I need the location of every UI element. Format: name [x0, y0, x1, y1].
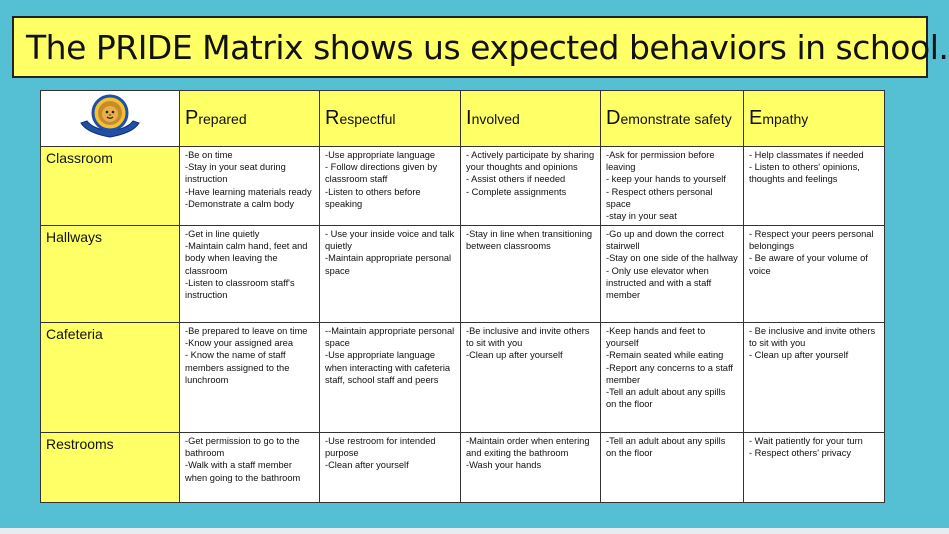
- matrix-cell: -Stay in line when transitioning between…: [460, 225, 601, 323]
- row-label-cafeteria: Cafeteria: [40, 322, 180, 433]
- matrix-cell: -Keep hands and feet to yourself -Remain …: [600, 322, 744, 433]
- matrix-cell: - Help classmates if needed - Listen to o…: [743, 146, 885, 226]
- matrix-cell: -Be prepared to leave on time -Know your …: [179, 322, 320, 433]
- logo-cell: [40, 90, 180, 147]
- matrix-cell: --Maintain appropriate personal space -Us…: [319, 322, 461, 433]
- matrix-cell: -Be on time -Stay in your seat during ins…: [179, 146, 320, 226]
- table-row: Classroom -Be on time -Stay in your seat …: [40, 146, 885, 226]
- pride-matrix-table: Prepared Respectful Involved Demonstrate…: [40, 90, 885, 503]
- column-header-involved: Involved: [460, 90, 601, 147]
- matrix-cell: - Respect your peers personal belongings…: [743, 225, 885, 323]
- matrix-cell: -Tell an adult about any spills on the f…: [600, 432, 744, 503]
- matrix-cell: -Get in line quietly -Maintain calm hand,…: [179, 225, 320, 323]
- column-header-empathy: Empathy: [743, 90, 885, 147]
- row-label-hallways: Hallways: [40, 225, 180, 323]
- column-header-prepared: Prepared: [179, 90, 320, 147]
- matrix-cell: -Go up and down the correct stairwell -St…: [600, 225, 744, 323]
- matrix-cell: - Use your inside voice and talk quietly…: [319, 225, 461, 323]
- matrix-cell: -Use appropriate language - Follow direct…: [319, 146, 461, 226]
- column-header-respectful: Respectful: [319, 90, 461, 147]
- matrix-cell: -Get permission to go to the bathroom -Wa…: [179, 432, 320, 503]
- matrix-cell: - Wait patiently for your turn - Respect …: [743, 432, 885, 503]
- page-title: The PRIDE Matrix shows us expected behav…: [26, 27, 949, 67]
- matrix-cell: -Use restroom for intended purpose -Clean…: [319, 432, 461, 503]
- table-row: Hallways -Get in line quietly -Maintain c…: [40, 225, 885, 323]
- matrix-cell: -Be inclusive and invite others to sit w…: [460, 322, 601, 433]
- bottom-strip: [0, 528, 949, 534]
- matrix-cell: -Ask for permission before leaving - keep…: [600, 146, 744, 226]
- table-row: Restrooms -Get permission to go to the b…: [40, 432, 885, 503]
- matrix-cell: - Actively participate by sharing your t…: [460, 146, 601, 226]
- row-label-classroom: Classroom: [40, 146, 180, 226]
- column-header-demonstrate-safety: Demonstrate safety: [600, 90, 744, 147]
- header-row: Prepared Respectful Involved Demonstrate…: [40, 90, 885, 147]
- matrix-cell: - Be inclusive and invite others to sit …: [743, 322, 885, 433]
- matrix-cell: -Maintain order when entering and exitin…: [460, 432, 601, 503]
- row-label-restrooms: Restrooms: [40, 432, 180, 503]
- title-banner: The PRIDE Matrix shows us expected behav…: [12, 16, 949, 78]
- table-row: Cafeteria -Be prepared to leave on time -…: [40, 322, 885, 433]
- lion-crest-icon: [80, 94, 140, 138]
